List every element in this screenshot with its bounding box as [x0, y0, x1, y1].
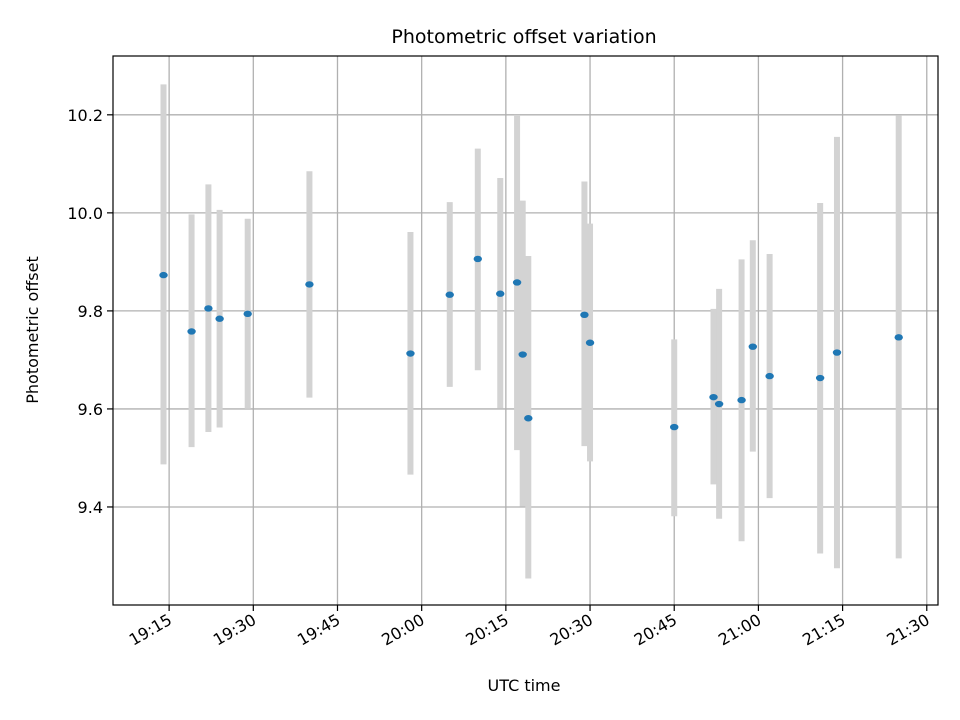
- y-tick-label: 10.0: [67, 204, 103, 223]
- data-point: [445, 291, 454, 298]
- chart-title: Photometric offset variation: [391, 26, 656, 48]
- data-point: [305, 281, 314, 288]
- data-point: [473, 255, 482, 263]
- data-point: [159, 271, 168, 279]
- plot-frame: [112, 55, 939, 606]
- data-points: [159, 255, 903, 431]
- data-point: [187, 328, 196, 335]
- data-point: [748, 343, 757, 350]
- data-point: [832, 349, 842, 356]
- data-point: [243, 310, 252, 318]
- data-point: [580, 311, 589, 319]
- data-point: [524, 415, 533, 422]
- data-point: [670, 423, 679, 431]
- data-point: [714, 400, 724, 408]
- data-point: [709, 393, 718, 401]
- data-point: [815, 374, 825, 382]
- y-axis: 9.4 9.6 9.8 10.0 10.2: [67, 106, 113, 517]
- y-axis-label: Photometric offset: [23, 256, 42, 404]
- y-tick-label: 9.4: [78, 498, 103, 517]
- data-point: [518, 351, 527, 358]
- x-axis-label: UTC time: [488, 676, 561, 695]
- data-point: [585, 339, 595, 346]
- data-point: [765, 372, 774, 380]
- data-point: [204, 305, 213, 312]
- data-point: [512, 279, 522, 286]
- data-point: [737, 396, 746, 404]
- y-tick-label: 10.2: [67, 106, 103, 125]
- y-tick-label: 9.6: [78, 400, 103, 419]
- data-point: [496, 290, 505, 297]
- data-point: [215, 315, 224, 322]
- data-point: [894, 334, 903, 341]
- y-tick-label: 9.8: [78, 302, 103, 321]
- data-point: [406, 350, 415, 357]
